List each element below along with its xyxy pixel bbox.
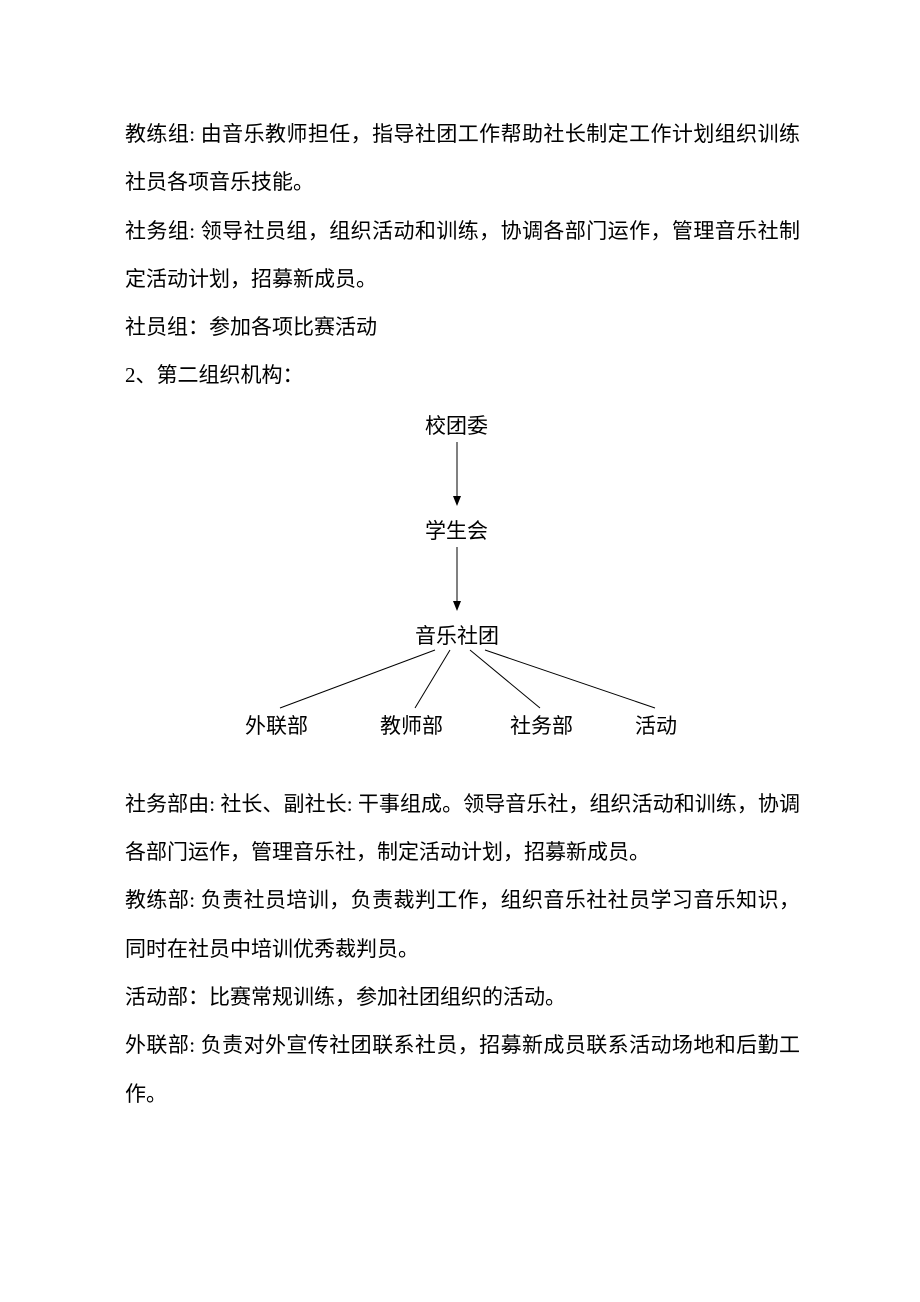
paragraph-coach-group: 教练组: 由音乐教师担任，指导社团工作帮助社长制定工作计划组织训练社员各项音乐技… xyxy=(125,110,800,207)
org-chart: 校团委学生会音乐社团外联部 教师部 社务部 活动 xyxy=(125,410,805,740)
org-chart-lines xyxy=(125,410,805,740)
paragraph-affairs-dept: 社务部由: 社长、副社长: 干事组成。领导音乐社，组织活动和训练，协调各部门运作… xyxy=(125,780,800,877)
org-node-n2: 学生会 xyxy=(425,515,488,545)
paragraph-second-org: 2、第二组织机构： xyxy=(125,351,800,399)
paragraph-liaison-dept: 外联部: 负责对外宣传社团联系社员，招募新成员联系活动场地和后勤工作。 xyxy=(125,1021,800,1118)
paragraph-affairs-group: 社务组: 领导社员组，组织活动和训练，协调各部门运作，管理音乐社制定活动计划，招… xyxy=(125,207,800,304)
org-node-n1: 校团委 xyxy=(425,410,488,440)
org-node-n5: 教师部 xyxy=(380,710,443,740)
org-node-n4: 外联部 xyxy=(245,710,308,740)
org-node-n3: 音乐社团 xyxy=(415,620,499,650)
paragraph-coach-dept: 教练部: 负责社员培训，负责裁判工作，组织音乐社社员学习音乐知识，同时在社员中培… xyxy=(125,876,800,973)
document-page: 教练组: 由音乐教师担任，指导社团工作帮助社长制定工作计划组织训练社员各项音乐技… xyxy=(0,0,920,1178)
paragraph-activity-dept: 活动部：比赛常规训练，参加社团组织的活动。 xyxy=(125,973,800,1021)
org-node-n7: 活动 xyxy=(635,710,677,740)
paragraph-member-group: 社员组：参加各项比赛活动 xyxy=(125,303,800,351)
org-node-n6: 社务部 xyxy=(510,710,573,740)
spacer xyxy=(125,750,800,780)
